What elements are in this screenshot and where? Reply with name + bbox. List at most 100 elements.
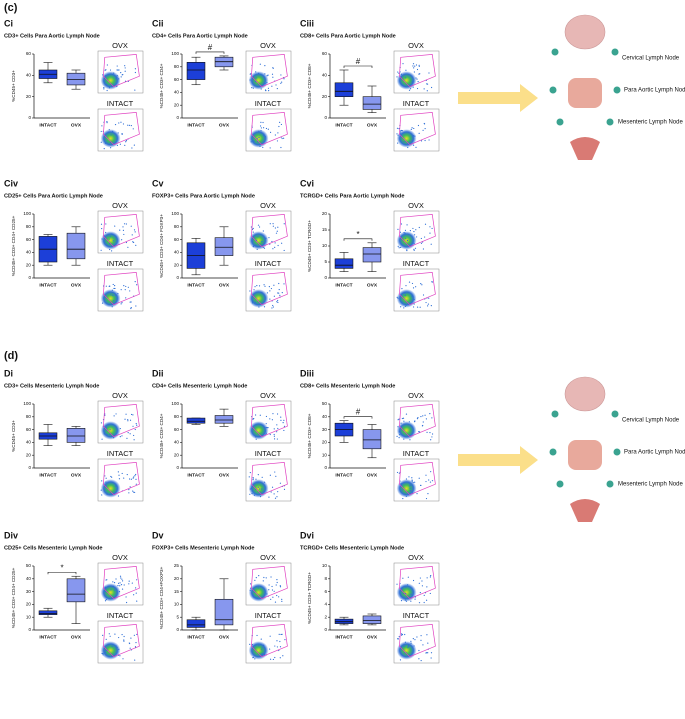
flow-event (125, 223, 127, 225)
y-tick-label: 10 (322, 563, 328, 568)
flow-event (418, 649, 420, 652)
flow-gate (399, 213, 436, 248)
flow-event (128, 583, 130, 585)
flow-event (106, 244, 108, 246)
flow-event (280, 74, 282, 76)
y-axis-label: %CD45+ CD3+ (11, 70, 16, 102)
flow-density (248, 479, 269, 498)
flow-event (103, 297, 105, 299)
flow-event (135, 483, 137, 485)
flow-event (267, 128, 269, 130)
flow-event (398, 72, 400, 74)
uterus (570, 499, 600, 522)
flow-event (273, 433, 275, 436)
flow-event (249, 589, 251, 591)
flow-event (426, 652, 428, 654)
flow-event (397, 142, 399, 144)
x-tick-label: INTACT (39, 122, 56, 128)
flow-event (251, 644, 254, 646)
flow-event (430, 471, 432, 473)
flow-event (132, 477, 134, 479)
flow-event (134, 89, 136, 91)
flow-event (268, 286, 270, 288)
flow-event (420, 140, 423, 142)
flow-event (422, 129, 424, 131)
flow-event (422, 424, 424, 427)
flow-event (404, 305, 407, 307)
flow-event (262, 246, 264, 249)
flow-event (128, 489, 130, 491)
flow-event (401, 301, 403, 303)
flow-event (114, 244, 116, 246)
flow-event (116, 69, 118, 71)
flow-event (260, 649, 263, 651)
flow-event (134, 475, 136, 477)
chart-title: TCRGD+ Cells Mesenteric Lymph Node (300, 545, 404, 551)
flow-event (416, 306, 419, 308)
y-tick-label: 2 (324, 614, 327, 619)
lymph-node (606, 118, 614, 126)
flow-event (404, 229, 407, 231)
flow-event (101, 652, 103, 655)
flow-event (264, 73, 266, 75)
flow-event (398, 636, 400, 638)
flow-event (254, 414, 257, 416)
flow-gate (399, 403, 436, 438)
flow-event (132, 490, 134, 492)
flow-event (413, 421, 416, 423)
flow-label: OVX (260, 41, 276, 50)
flow-event (112, 300, 115, 302)
flow-event (272, 67, 274, 69)
flow-event (110, 294, 112, 296)
flow-density (248, 289, 269, 308)
flow-event (121, 633, 123, 636)
flow-event (280, 82, 282, 84)
flow-event (412, 86, 414, 88)
flow-event (101, 238, 103, 240)
flow-event (259, 496, 262, 498)
flow-event (409, 487, 411, 489)
flow-event (120, 289, 122, 291)
flow-label: INTACT (255, 99, 282, 108)
flow-event (100, 223, 103, 225)
flow-event (109, 433, 111, 435)
x-tick-label: OVX (71, 122, 82, 128)
flow-event (261, 240, 263, 243)
flow-event (248, 476, 250, 478)
flow-event (276, 230, 278, 232)
flow-density (396, 583, 417, 602)
flow-event (259, 488, 261, 490)
flow-event (400, 483, 402, 485)
flow-event (431, 417, 433, 419)
flow-event (420, 635, 422, 637)
flow-event (267, 87, 270, 89)
flow-event (400, 600, 403, 602)
flow-event (272, 413, 274, 415)
x-tick-label: OVX (219, 282, 230, 288)
flow-event (266, 427, 268, 429)
flow-event (401, 489, 404, 491)
significance: # (356, 57, 361, 66)
flow-event (407, 576, 409, 578)
flow-event (258, 285, 261, 287)
flow-event (429, 413, 431, 415)
flow-density (100, 421, 121, 440)
flow-event (426, 577, 428, 579)
flow-event (127, 246, 129, 248)
panel-label: Dii (152, 368, 164, 378)
y-tick-label: 40 (322, 414, 328, 419)
flow-event (131, 582, 133, 584)
flow-event (114, 123, 117, 126)
flow-event (279, 646, 282, 648)
flow-event (429, 226, 431, 228)
box (362, 429, 382, 450)
flow-event (265, 127, 268, 130)
flow-event (263, 306, 266, 308)
y-tick-label: 40 (322, 73, 328, 78)
flow-event (405, 600, 408, 602)
flow-event (402, 417, 405, 419)
flow-event (106, 121, 108, 123)
flow-event (119, 585, 121, 587)
flow-event (129, 486, 131, 488)
flow-label: OVX (112, 391, 128, 400)
